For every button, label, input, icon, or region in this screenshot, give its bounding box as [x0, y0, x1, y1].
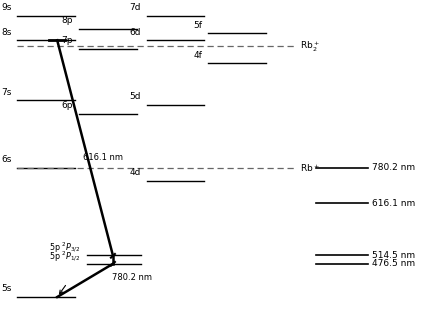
Text: 7d: 7d [129, 3, 141, 12]
Text: 7p: 7p [62, 36, 73, 45]
Text: 780.2 nm: 780.2 nm [112, 273, 152, 282]
Text: 8s: 8s [1, 28, 11, 37]
Text: 780.2 nm: 780.2 nm [372, 163, 415, 172]
Text: 616.1 nm: 616.1 nm [372, 199, 415, 208]
Text: 6d: 6d [129, 28, 141, 37]
Text: 5d: 5d [129, 92, 141, 101]
Text: 7s: 7s [1, 87, 11, 96]
Text: 514.5 nm: 514.5 nm [372, 251, 415, 260]
Text: 4d: 4d [130, 168, 141, 177]
Text: 476.5 nm: 476.5 nm [372, 259, 415, 268]
Text: 5f: 5f [194, 21, 203, 30]
Text: 8p: 8p [62, 16, 73, 25]
Text: 6s: 6s [1, 155, 11, 164]
Text: 5s: 5s [1, 284, 11, 293]
Text: 6p: 6p [62, 101, 73, 110]
Text: 616.1 nm: 616.1 nm [83, 153, 123, 162]
Text: 5p $^2P_{3/2}$: 5p $^2P_{3/2}$ [49, 241, 81, 255]
Text: 9s: 9s [1, 3, 11, 12]
Text: Rb$^+$: Rb$^+$ [300, 162, 320, 174]
Text: 4f: 4f [194, 51, 203, 60]
Text: 5p $^2P_{1/2}$: 5p $^2P_{1/2}$ [49, 250, 81, 264]
Text: Rb$_2^+$: Rb$_2^+$ [300, 39, 320, 54]
